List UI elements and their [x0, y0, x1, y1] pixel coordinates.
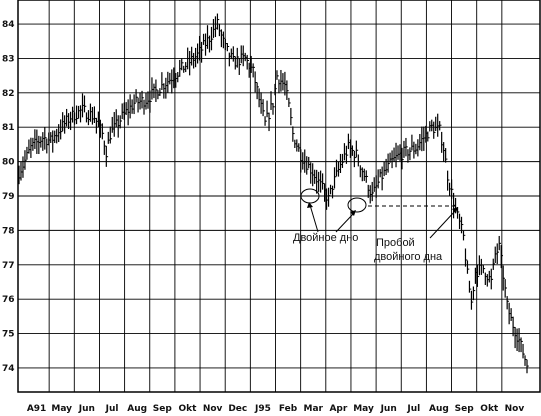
x-tick-label: Sep — [153, 404, 173, 414]
x-axis: A91 May Jun Jul Aug Sep Okt Nov Dec J95 Feb Mar Apr M… — [27, 404, 525, 414]
x-tick-label: Jun — [380, 404, 397, 414]
x-tick-label: Okt — [178, 404, 197, 414]
y-tick-label: 77 — [2, 261, 15, 271]
x-tick-label: Jul — [105, 404, 119, 414]
y-tick-label: 83 — [2, 54, 15, 64]
y-axis: 74 75 76 77 78 79 80 81 82 83 84 — [2, 20, 15, 374]
y-tick-label: 76 — [2, 295, 15, 305]
x-tick-label: Nov — [203, 404, 223, 414]
arrowhead-1 — [307, 202, 313, 208]
breakout-label-line1: Пробой — [376, 237, 415, 249]
y-tick-label: 80 — [2, 158, 15, 168]
x-tick-label: Apr — [329, 404, 347, 414]
y-tick-label: 74 — [2, 364, 15, 374]
x-tick-label: Aug — [127, 404, 147, 414]
y-tick-label: 81 — [2, 123, 15, 133]
x-tick-label: Jun — [78, 404, 95, 414]
y-tick-label: 82 — [2, 89, 15, 99]
double-bottom-circle-2 — [347, 197, 367, 213]
y-tick-label: 78 — [2, 226, 15, 236]
x-tick-label: Okt — [480, 404, 499, 414]
arrow-breakout — [429, 209, 457, 239]
x-tick-label: Jul — [406, 404, 420, 414]
x-tick-label: Aug — [429, 404, 449, 414]
breakout-label-line2: двойного дна — [374, 251, 443, 263]
annotations: Двойное дно Пробой двойного дна — [293, 188, 458, 263]
arrow-double-bottom-1 — [309, 204, 319, 233]
x-tick-label: A91 — [27, 404, 47, 414]
y-tick-label: 84 — [2, 20, 15, 30]
x-tick-label: Dec — [228, 404, 247, 414]
x-tick-label: Nov — [505, 404, 525, 414]
x-tick-label: Sep — [455, 404, 475, 414]
x-tick-label: May — [353, 404, 374, 414]
double-bottom-label: Двойное дно — [293, 232, 358, 244]
x-tick-label: Feb — [279, 404, 298, 414]
double-bottom-circle-1 — [300, 188, 320, 204]
arrowhead-2 — [350, 210, 356, 216]
price-bars — [18, 13, 529, 374]
arrow-double-bottom-2 — [335, 212, 355, 233]
arrowhead-3 — [452, 207, 458, 213]
grid — [18, 0, 540, 392]
y-tick-label: 75 — [2, 330, 15, 340]
x-tick-label: May — [51, 404, 72, 414]
x-tick-label: J95 — [254, 404, 271, 414]
y-tick-label: 79 — [2, 192, 15, 202]
x-tick-label: Mar — [303, 404, 323, 414]
